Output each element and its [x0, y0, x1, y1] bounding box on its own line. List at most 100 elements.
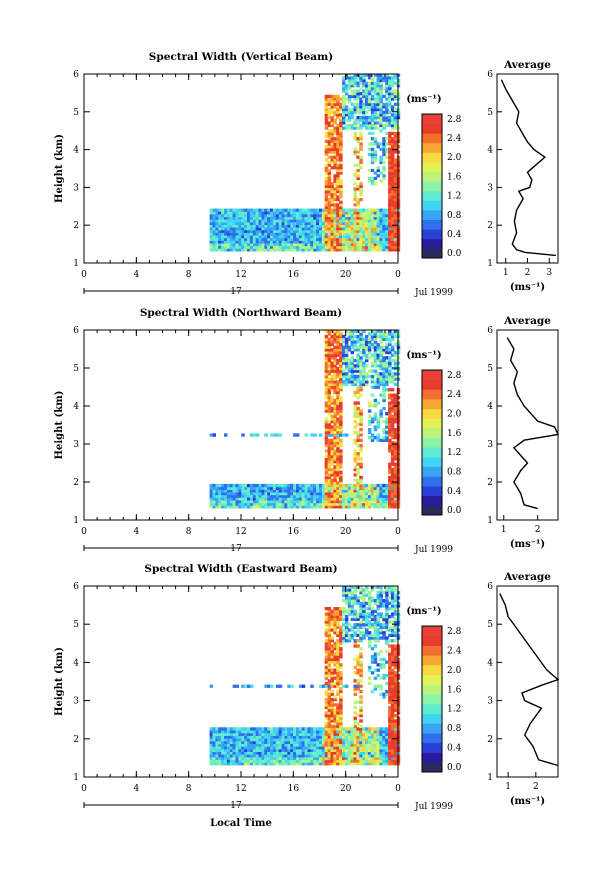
panel1-cell — [298, 232, 303, 236]
panel1-cell — [330, 150, 334, 154]
panel3-cell — [336, 644, 340, 648]
panel2-cell — [339, 452, 343, 456]
panel2-cell — [339, 462, 343, 466]
panel3-cell — [376, 596, 380, 600]
panel2-cell — [327, 438, 332, 442]
panel2-xtick-label: 4 — [133, 527, 139, 537]
panel3-cell — [367, 615, 372, 619]
panel1-cell — [327, 139, 332, 143]
panel2-xtick-label: 12 — [235, 527, 246, 537]
panel2-cell — [241, 499, 245, 504]
panel2-cell — [333, 382, 337, 387]
panel1-cell — [278, 243, 283, 247]
panel1-cell — [221, 208, 225, 212]
panel3-cell — [224, 740, 228, 744]
panel1-cell — [324, 187, 329, 191]
panel1-cell — [370, 150, 375, 154]
panel1-cell — [238, 221, 242, 225]
panel1-cell — [293, 240, 297, 244]
panel2-cell — [342, 345, 346, 349]
panel2-cell — [270, 483, 274, 488]
panel1-cell — [344, 97, 349, 101]
panel2-cell — [336, 452, 340, 456]
panel2-cell — [342, 486, 346, 490]
panel3-cell — [278, 732, 283, 736]
panel1-colorbar-swatch — [422, 133, 442, 144]
panel2-cell — [359, 422, 363, 426]
panel1-cell — [249, 211, 254, 215]
panel1-cell — [373, 84, 378, 88]
panel1-cell — [379, 116, 383, 120]
panel3-cell — [376, 591, 380, 595]
panel2-cell — [388, 337, 392, 341]
panel2-cell — [362, 345, 366, 349]
panel3-cell — [293, 727, 297, 731]
panel3-cell — [362, 612, 366, 616]
panel3-title: Spectral Width (Eastward Beam) — [144, 563, 337, 575]
panel1-cell — [353, 219, 357, 223]
panel1-cell — [296, 235, 300, 239]
panel2-cell — [393, 494, 398, 498]
panel1-cell — [293, 232, 297, 236]
panel3-cell — [347, 591, 352, 595]
panel2-cell — [232, 494, 237, 498]
panel2-cell — [218, 491, 222, 496]
panel2-cell — [367, 422, 372, 426]
panel2-cell — [209, 497, 214, 501]
panel1-cell — [247, 213, 251, 218]
panel3-cell — [307, 735, 311, 739]
panel3-cell — [342, 591, 346, 595]
panel3-cell — [347, 604, 352, 608]
panel2-cell — [316, 494, 320, 498]
panel1-cell — [382, 176, 386, 180]
panel1-cell — [388, 190, 392, 194]
panel1-cell — [215, 245, 219, 249]
panel1-cell — [379, 211, 383, 215]
panel3-cell — [330, 714, 334, 718]
panel1-cell — [359, 166, 363, 170]
panel3-cell — [327, 639, 332, 643]
panel3-cell — [307, 743, 311, 747]
panel2-cell — [353, 406, 357, 411]
panel2-cell — [324, 393, 329, 397]
panel2-cell — [388, 483, 392, 488]
panel1-cell — [226, 245, 231, 249]
panel2-cell — [333, 412, 337, 416]
panel1-cell — [301, 219, 306, 223]
panel3-cell — [330, 623, 334, 627]
panel3-cell — [376, 628, 380, 632]
panel3-cell — [356, 754, 360, 758]
panel3-cell — [321, 754, 326, 758]
panel2-cell — [353, 382, 357, 387]
panel2-cell — [319, 486, 323, 490]
panel3-cell — [362, 762, 366, 766]
panel2-cell — [209, 505, 214, 509]
panel3-cell — [382, 748, 386, 752]
panel3-cell — [304, 756, 309, 761]
panel2-cell — [393, 409, 398, 413]
panel2-cell — [270, 494, 274, 498]
panel1-cell — [365, 86, 369, 91]
panel1-cell — [333, 232, 337, 236]
panel1-cell — [241, 216, 245, 220]
panel1-cell — [393, 76, 398, 80]
panel3-cell — [347, 732, 352, 736]
panel2-cell — [249, 491, 254, 496]
panel2-cell — [350, 369, 355, 373]
panel1-cell — [339, 145, 343, 149]
panel3-cell — [298, 751, 303, 755]
panel1-cell — [362, 248, 366, 252]
panel2-cell — [327, 499, 332, 504]
panel1-cell — [373, 216, 378, 220]
panel3-cell — [359, 732, 363, 736]
panel1-cell — [339, 160, 343, 165]
panel2-cell — [267, 489, 271, 493]
panel3-cell — [267, 730, 271, 734]
panel3-cell — [359, 748, 363, 752]
panel3-cell — [316, 727, 320, 731]
panel1-cell — [284, 213, 288, 218]
panel2-cell — [330, 377, 334, 381]
panel1-colorbar-tick: 2.0 — [447, 153, 462, 163]
panel2-cell — [296, 502, 300, 506]
panel3-cell — [298, 727, 303, 731]
